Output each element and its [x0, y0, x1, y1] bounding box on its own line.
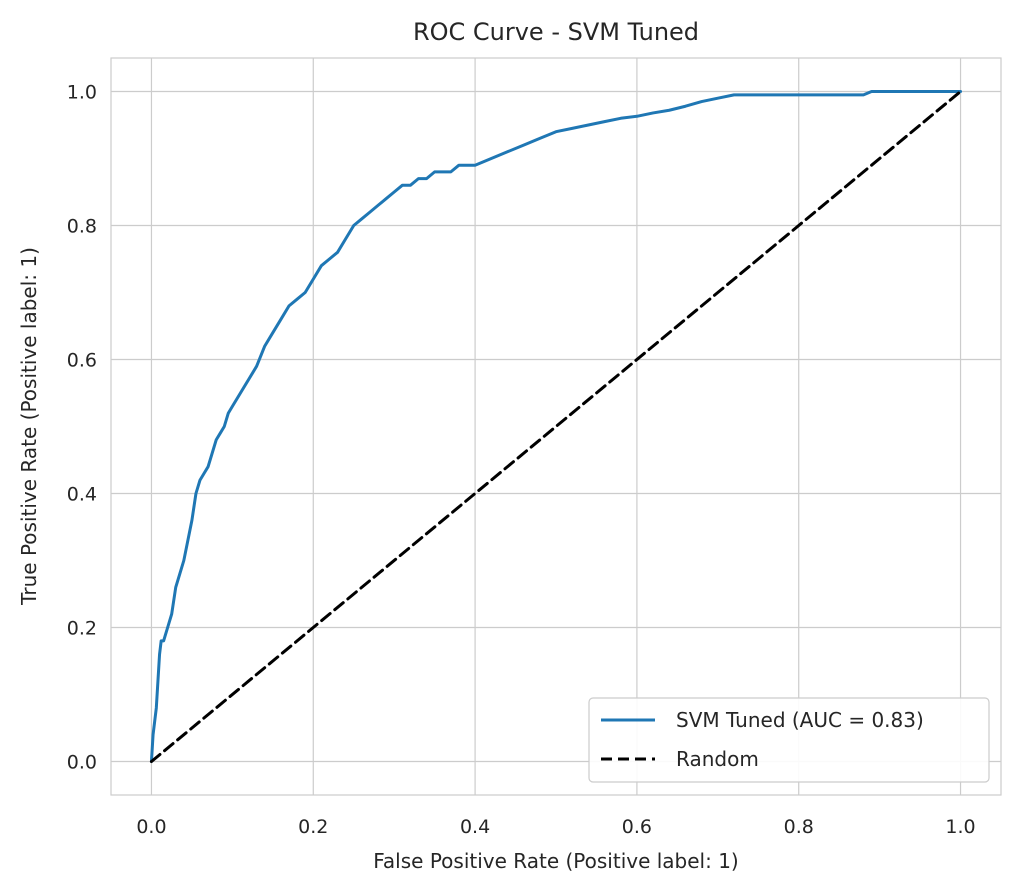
- y-tick-label: 0.6: [67, 350, 97, 372]
- legend: SVM Tuned (AUC = 0.83) Random: [588, 697, 990, 783]
- series-layer: [149, 90, 963, 763]
- x-tick-label: 0.6: [622, 816, 652, 838]
- y-axis-title: True Positive Rate (Positive label: 1): [17, 247, 41, 606]
- y-tick-label: 0.8: [67, 216, 97, 238]
- legend-box: [588, 697, 990, 783]
- legend-label-svm: SVM Tuned (AUC = 0.83): [676, 708, 924, 732]
- x-tick-label: 1.0: [945, 816, 975, 838]
- chart-title: ROC Curve - SVM Tuned: [413, 18, 699, 46]
- series-line-random: [149, 90, 963, 763]
- x-tick-label: 0.2: [298, 816, 328, 838]
- y-axis-ticks: 0.0 0.2 0.4 0.6 0.8 1.0: [67, 82, 97, 774]
- y-tick-label: 0.4: [67, 484, 97, 506]
- x-tick-label: 0.4: [460, 816, 490, 838]
- y-tick-label: 0.2: [67, 618, 97, 640]
- y-tick-label: 0.0: [67, 752, 97, 774]
- x-axis-ticks: 0.0 0.2 0.4 0.6 0.8 1.0: [136, 816, 975, 838]
- legend-label-random: Random: [676, 747, 759, 771]
- grid: [111, 58, 1001, 795]
- x-tick-label: 0.8: [784, 816, 814, 838]
- y-tick-label: 1.0: [67, 82, 97, 104]
- plot-frame: [110, 57, 1002, 796]
- x-axis-title: False Positive Rate (Positive label: 1): [373, 849, 739, 873]
- x-tick-label: 0.0: [136, 816, 166, 838]
- series-line-svm-tuned: [149, 90, 963, 763]
